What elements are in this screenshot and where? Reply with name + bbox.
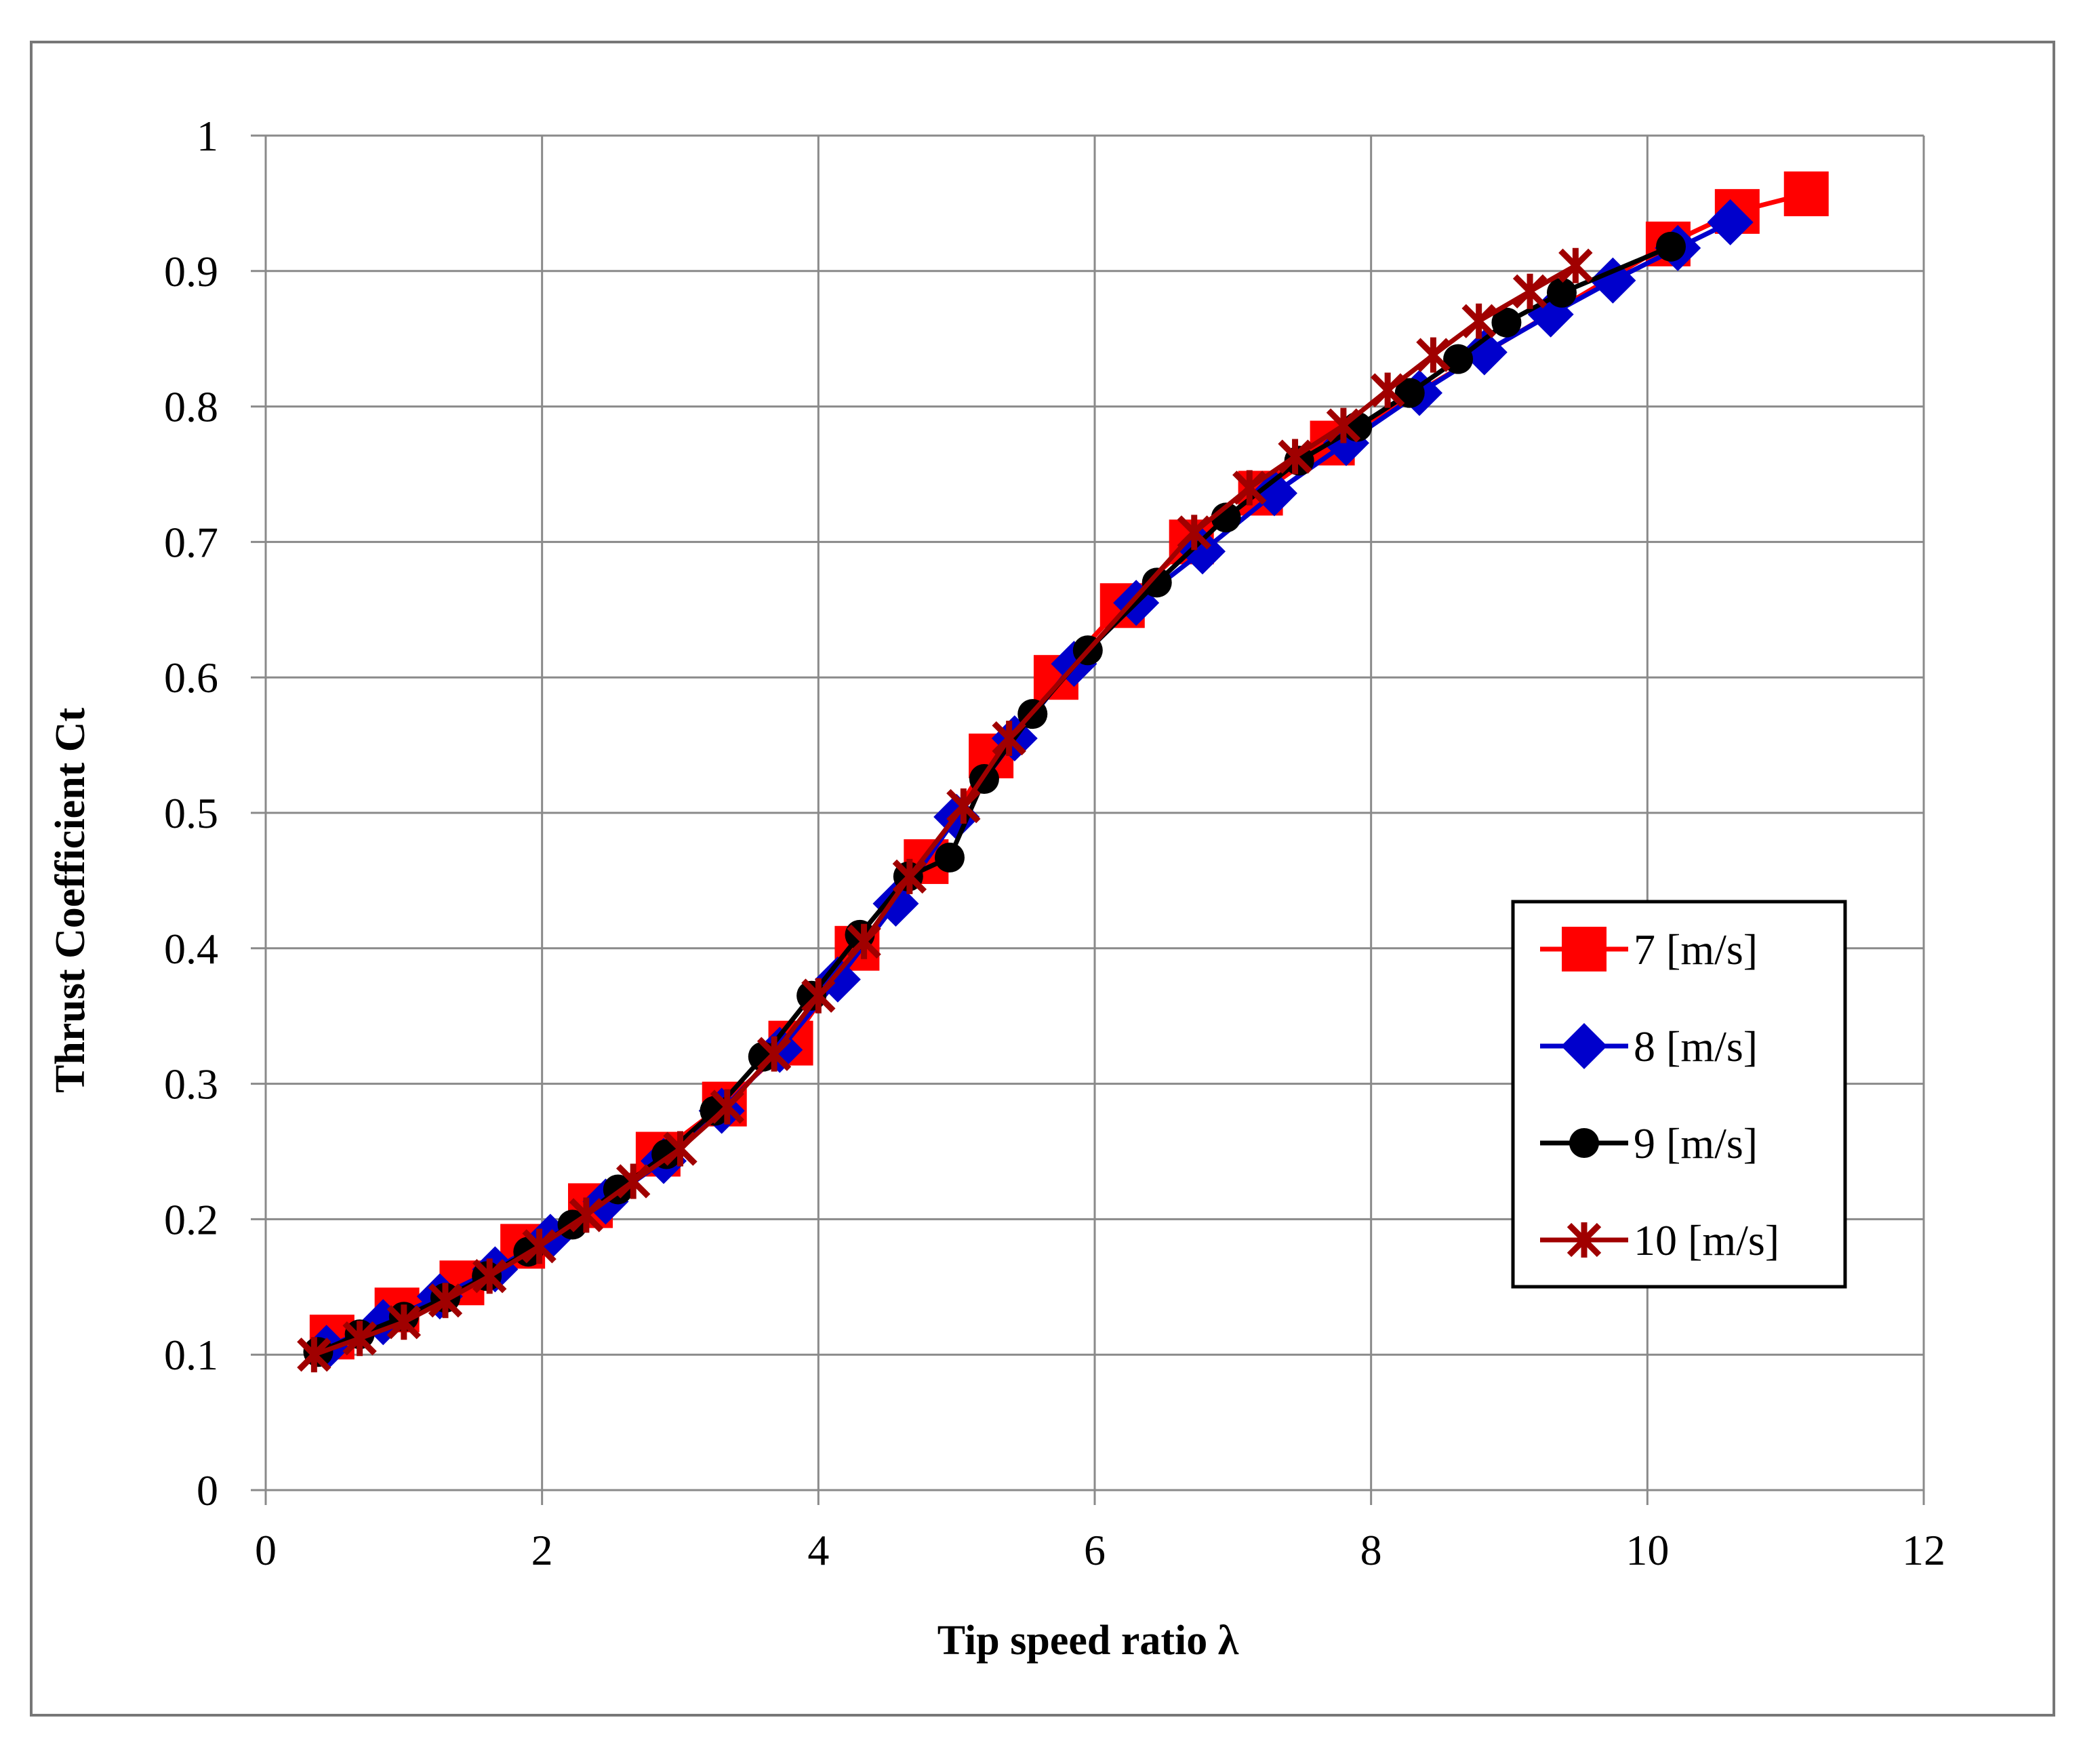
data-point xyxy=(1512,273,1548,309)
data-point xyxy=(342,1321,377,1357)
y-tick-label: 0.6 xyxy=(164,654,218,702)
data-point xyxy=(934,842,965,873)
legend-label: 8 [m/s] xyxy=(1634,1022,1758,1070)
data-series xyxy=(297,171,1829,1373)
legend-marker xyxy=(1569,1128,1599,1158)
data-point xyxy=(801,978,836,1014)
data-point xyxy=(663,1131,698,1167)
data-point xyxy=(386,1304,422,1340)
data-point xyxy=(1461,329,1508,376)
data-point xyxy=(1141,567,1172,598)
legend: 7 [m/s] 8 [m/s] 9 [m/s] 10 [m/s] xyxy=(1511,900,1847,1289)
data-point xyxy=(1416,337,1451,373)
x-tick-label: 10 xyxy=(1625,1526,1669,1574)
data-point xyxy=(1326,407,1361,443)
y-tick-label: 0.8 xyxy=(164,383,218,431)
legend-item: 8 [m/s] xyxy=(1540,1022,1758,1070)
y-tick-label: 0.9 xyxy=(164,247,218,296)
y-tick-label: 0.3 xyxy=(164,1060,218,1108)
legend-item: 10 [m/s] xyxy=(1540,1216,1779,1264)
data-point xyxy=(1251,470,1297,517)
legend-label: 9 [m/s] xyxy=(1634,1119,1758,1167)
data-point xyxy=(1278,439,1312,475)
legend-marker xyxy=(1562,927,1607,971)
data-point xyxy=(1443,344,1474,374)
data-point xyxy=(1783,171,1829,216)
y-tick-label: 0.4 xyxy=(164,925,218,973)
data-point xyxy=(1558,247,1593,283)
x-tick-label: 6 xyxy=(1084,1526,1106,1574)
data-point xyxy=(946,788,981,824)
legend-marker xyxy=(1567,1222,1602,1258)
x-axis-title: Tip speed ratio λ xyxy=(937,1618,1239,1664)
x-tick-label: 8 xyxy=(1360,1526,1382,1574)
data-point xyxy=(616,1163,651,1199)
data-point xyxy=(1232,470,1267,506)
grid-lines xyxy=(266,134,1925,1490)
axes xyxy=(251,134,1925,1505)
data-point xyxy=(992,721,1026,757)
data-point xyxy=(1394,378,1425,408)
data-point xyxy=(756,1036,792,1072)
x-tick-label: 12 xyxy=(1902,1526,1945,1574)
legend-label: 10 [m/s] xyxy=(1634,1216,1779,1264)
data-point xyxy=(892,858,927,894)
data-point xyxy=(1655,231,1686,262)
y-axis-title: Thrust Coefficient Ct xyxy=(47,708,94,1094)
legend-label: 7 [m/s] xyxy=(1634,925,1758,974)
y-tick-label: 0 xyxy=(197,1466,218,1515)
y-tick-label: 0.5 xyxy=(164,789,218,837)
data-point xyxy=(1707,199,1754,245)
y-tick-label: 0.7 xyxy=(164,518,218,566)
data-point xyxy=(522,1228,557,1264)
legend-marker xyxy=(1561,1023,1607,1069)
data-point xyxy=(1491,307,1522,338)
outer-frame xyxy=(30,41,2055,1717)
x-tick-label: 2 xyxy=(531,1526,553,1574)
data-point xyxy=(1177,515,1211,550)
tick-labels: 0 2 4 6 8 10 12 0 0.1 0.2 0.3 0.4 0.5 0.6 0.7 0.8 0.9 1 xyxy=(164,112,1945,1574)
data-point xyxy=(297,1337,331,1373)
data-point xyxy=(1590,257,1636,304)
legend-item: 7 [m/s] xyxy=(1540,925,1758,974)
y-tick-label: 1 xyxy=(197,112,218,160)
data-point xyxy=(710,1089,744,1125)
x-tick-label: 4 xyxy=(807,1526,829,1574)
data-point xyxy=(428,1283,463,1319)
y-tick-label: 0.2 xyxy=(164,1195,218,1243)
data-point xyxy=(1546,277,1577,308)
series-4 xyxy=(297,247,1593,1373)
data-point xyxy=(1461,303,1496,339)
data-point xyxy=(472,1258,507,1294)
y-tick-label: 0.1 xyxy=(164,1331,218,1379)
data-point xyxy=(847,923,881,959)
data-point xyxy=(569,1197,604,1233)
legend-item: 9 [m/s] xyxy=(1540,1119,1758,1167)
x-tick-label: 0 xyxy=(255,1526,277,1574)
data-point xyxy=(1370,372,1405,408)
